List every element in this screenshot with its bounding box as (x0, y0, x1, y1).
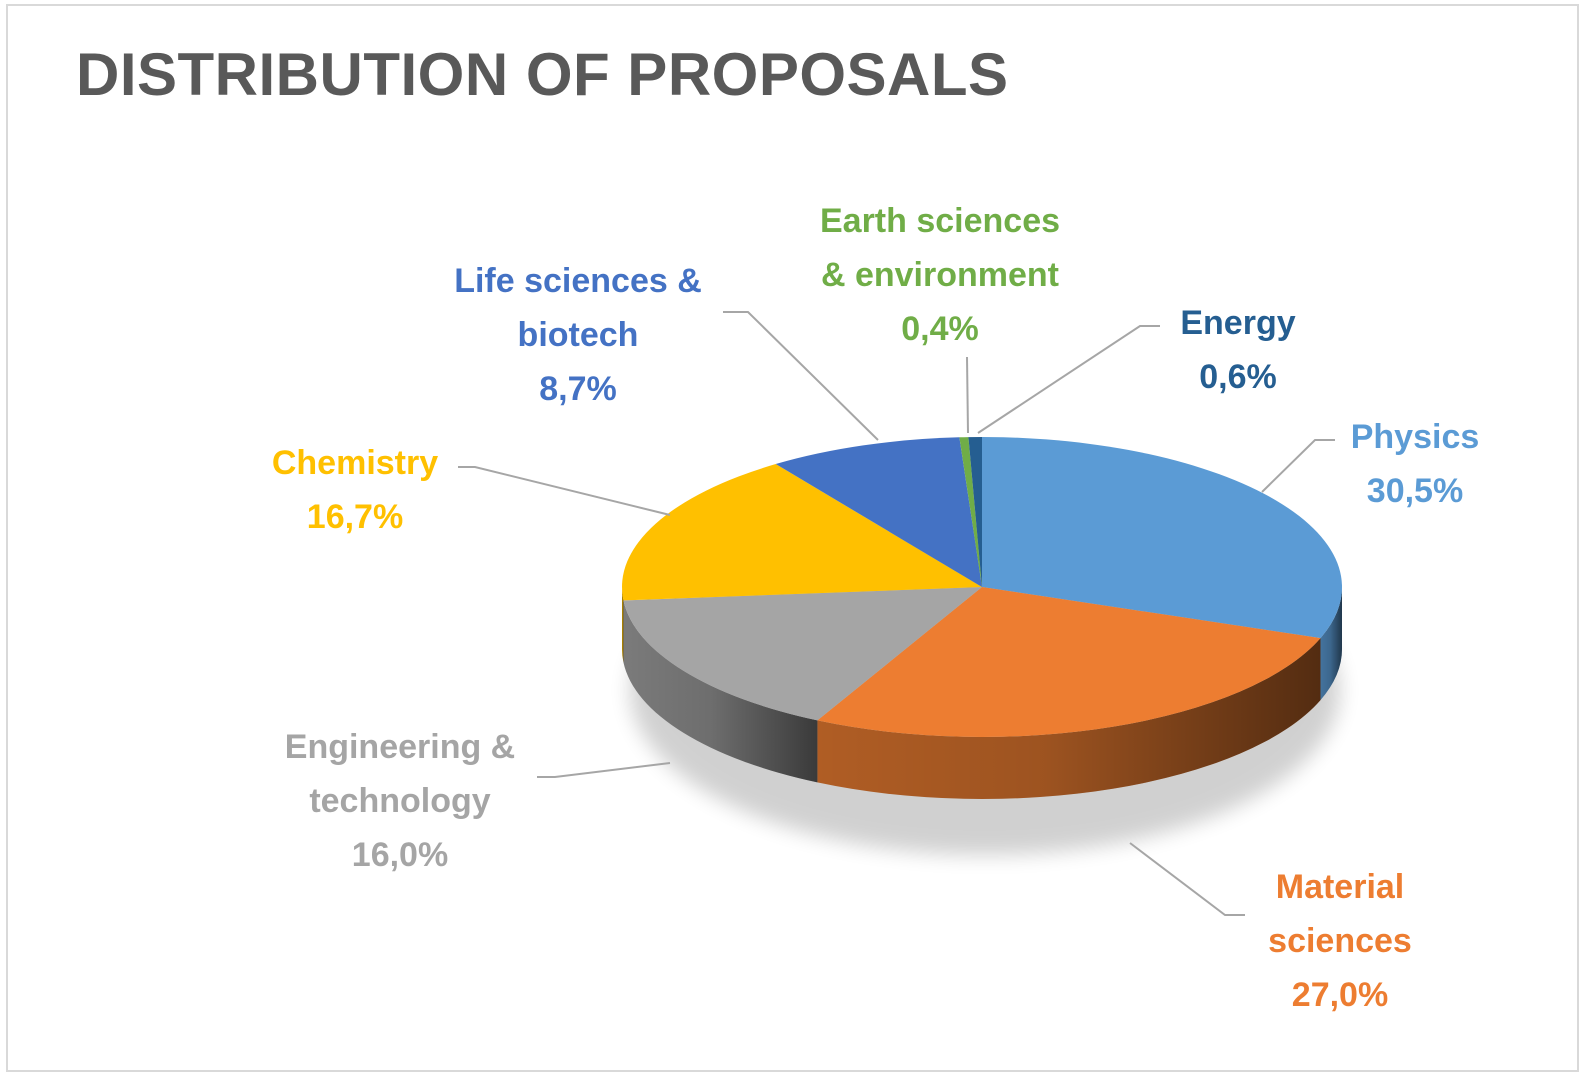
slice-value-material-sciences: 27,0% (1292, 976, 1388, 1014)
pie-slice-physics (982, 437, 1342, 639)
slice-value-earth-sciences-and-environment: 0,4% (901, 310, 979, 348)
slice-name-line-material-sciences: sciences (1268, 922, 1412, 960)
pie-sides (622, 587, 1342, 799)
slice-label-physics: Physics 30,5% (1351, 418, 1480, 510)
slice-name-line-engineering-and-technology: Engineering & (285, 728, 515, 766)
slice-name-line-life-sciences-and-biotech: Life sciences & (454, 262, 702, 300)
slice-name-line-earth-sciences-and-environment: Earth sciences (820, 202, 1060, 240)
pie-side-shade-engineering-and-technology (623, 600, 818, 783)
slice-value-energy: 0,6% (1199, 358, 1277, 396)
slice-name-line-physics: Physics (1351, 418, 1480, 456)
chart-title: DISTRIBUTION OF PROPOSALS (76, 41, 1009, 108)
leader-line-energy (977, 325, 1160, 434)
leader-line-earth-sciences-and-environment (966, 356, 969, 434)
leader-line-material-sciences (1129, 842, 1245, 916)
slice-label-chemistry: Chemistry 16,7% (272, 444, 438, 536)
slice-name-line-energy: Energy (1180, 304, 1295, 342)
slice-value-life-sciences-and-biotech: 8,7% (539, 370, 617, 408)
pie-side-shade-physics (1320, 587, 1342, 701)
slice-value-chemistry: 16,7% (307, 498, 403, 536)
slice-name-line-material-sciences: Material (1276, 868, 1405, 906)
pie-slice-life-sciences-and-biotech (775, 437, 982, 587)
slice-label-life-sciences-and-biotech: Life sciences & biotech 8,7% (454, 262, 702, 408)
leader-lines (458, 311, 1335, 916)
slice-label-energy: Energy 0,6% (1180, 304, 1295, 396)
pie-slice-energy (968, 437, 982, 587)
slice-name-line-earth-sciences-and-environment: & environment (821, 256, 1059, 294)
pie-slice-engineering-and-technology (623, 587, 982, 721)
leader-line-engineering-and-technology (537, 762, 671, 778)
slice-name-line-life-sciences-and-biotech: biotech (518, 316, 639, 354)
leader-line-physics (1261, 439, 1335, 493)
slice-name-line-chemistry: Chemistry (272, 444, 438, 482)
slice-name-line-engineering-and-technology: technology (309, 782, 490, 820)
slice-label-material-sciences: Material sciences 27,0% (1268, 868, 1412, 1014)
pie-slice-material-sciences (817, 587, 1321, 737)
slice-labels: Physics 30,5% Material sciences 27,0% Enginee… (272, 202, 1479, 1014)
leader-line-chemistry (458, 466, 671, 516)
slice-value-physics: 30,5% (1367, 472, 1463, 510)
slice-value-engineering-and-technology: 16,0% (352, 836, 448, 874)
slice-label-engineering-and-technology: Engineering & technology 16,0% (285, 728, 515, 874)
pie-side-shade-material-sciences (817, 638, 1321, 799)
slice-label-earth-sciences-and-environment: Earth sciences & environment 0,4% (820, 202, 1060, 348)
pie-side-shade-chemistry (622, 587, 624, 663)
pie-slice-chemistry (622, 464, 982, 601)
pie-slice-earth-sciences-and-environment (959, 437, 982, 587)
leader-line-life-sciences-and-biotech (723, 311, 879, 441)
pie-tops (622, 437, 1342, 737)
